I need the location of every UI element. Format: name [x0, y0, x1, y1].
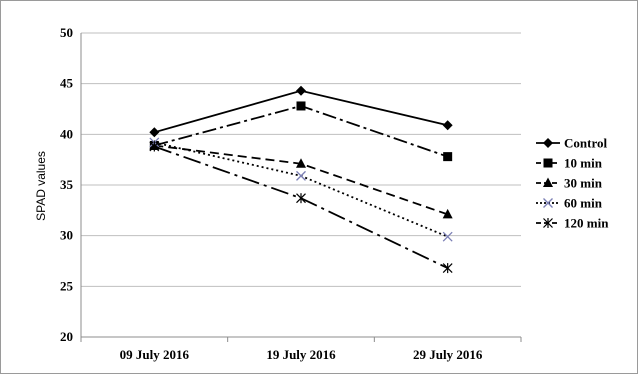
star-marker	[442, 263, 453, 274]
x-tick-label: 19 July 2016	[266, 347, 336, 362]
x-tick-label: 29 July 2016	[413, 347, 483, 362]
triangle-marker	[543, 177, 553, 187]
legend-label: Control	[564, 136, 607, 151]
diamond-marker	[442, 120, 453, 131]
legend-label: 120 min	[564, 216, 609, 231]
legend-label: 60 min	[564, 196, 603, 211]
x-tick-label: 09 July 2016	[120, 347, 190, 362]
y-tick-label: 40	[60, 126, 73, 141]
x-marker	[543, 198, 553, 208]
legend-item: 60 min	[536, 196, 603, 211]
legend-item: 10 min	[536, 156, 603, 171]
y-tick-label: 35	[60, 177, 74, 192]
x-marker-stroke	[442, 231, 453, 242]
legend-label: 30 min	[564, 176, 603, 191]
series-line	[154, 144, 448, 216]
legend-label: 10 min	[564, 156, 603, 171]
series-control	[149, 85, 453, 138]
x-marker	[296, 170, 306, 181]
y-tick-label: 45	[60, 76, 74, 91]
diamond-marker	[296, 85, 306, 96]
legend-item: Control	[536, 136, 607, 151]
series-line	[154, 89, 448, 134]
x-marker-stroke	[543, 198, 553, 208]
y-tick-label: 20	[60, 329, 73, 344]
series-line	[154, 141, 449, 238]
y-tick-label: 50	[60, 25, 73, 40]
square-marker	[543, 158, 553, 168]
triangle-marker	[442, 208, 453, 219]
y-tick-label: 30	[60, 228, 73, 243]
series-line	[154, 105, 448, 158]
triangle-marker	[296, 158, 306, 168]
square-marker	[443, 152, 453, 162]
diamond-marker	[149, 127, 160, 138]
star-marker	[543, 218, 553, 228]
square-marker	[296, 101, 306, 111]
series-60-min	[149, 137, 453, 242]
legend-item: 30 min	[536, 176, 603, 191]
legend-item: 120 min	[536, 216, 609, 231]
x-marker	[442, 231, 453, 242]
star-marker	[296, 193, 306, 204]
x-marker-stroke	[296, 170, 306, 181]
y-axis-label: SPAD values	[34, 151, 48, 221]
y-tick-label: 25	[60, 278, 74, 293]
diamond-marker	[543, 138, 553, 148]
star-marker	[149, 141, 160, 152]
series-120-min	[149, 141, 453, 274]
